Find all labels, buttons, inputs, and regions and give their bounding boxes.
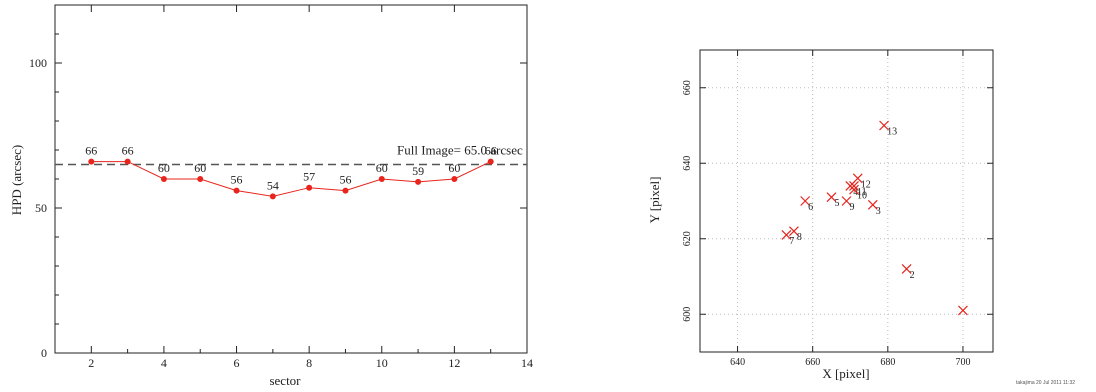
hpd-data-point — [197, 176, 204, 182]
right-x-tick-label: 700 — [955, 357, 970, 368]
left-y-tick-label: 0 — [41, 346, 47, 360]
scatter-point-label: 11 — [857, 187, 867, 198]
scatter-x-marker — [958, 305, 968, 316]
hpd-data-label: 56 — [339, 173, 351, 187]
hpd-data-point — [124, 158, 131, 165]
left-x-tick-label: 10 — [376, 356, 388, 370]
left-x-tick-label: 4 — [161, 356, 167, 370]
scatter-x-marker — [867, 199, 878, 210]
right-y-tick-label: 600 — [682, 307, 693, 322]
scatter-x-marker — [826, 192, 837, 203]
right-y-axis-label: Y [pixel] — [647, 177, 662, 224]
hpd-data-point — [378, 176, 385, 182]
hpd-data-label: 60 — [194, 161, 206, 175]
scatter-point-label: 2 — [910, 270, 915, 281]
hpd-data-point — [160, 176, 167, 182]
scatter-x-marker — [901, 264, 912, 274]
right-x-tick-label: 660 — [805, 357, 820, 368]
hpd-data-label: 56 — [231, 173, 243, 187]
left-y-tick-label: 50 — [35, 201, 47, 215]
scatter-point-label: 3 — [876, 206, 881, 217]
right-x-axis-label: X [pixel] — [822, 366, 869, 381]
right-plot-frame — [699, 49, 994, 353]
left-x-tick-label: 12 — [448, 356, 460, 370]
timestamp-credit: takajima 20 Jul 2011 11:32 — [1016, 380, 1076, 386]
hpd-data-point — [306, 184, 313, 191]
hpd-data-point — [487, 158, 494, 165]
right-y-tick-label: 620 — [682, 231, 693, 246]
hpd-data-point — [233, 187, 240, 194]
full-image-reference-label: Full Image= 65.0 arcsec — [397, 143, 523, 158]
scatter-x-marker — [852, 173, 863, 184]
scatter-point-label: 10 — [857, 191, 867, 202]
hpd-vs-sector-chart: 2 4 6 8 10 12 14 0 50 100 Full Image= 65.0 arcsec… — [9, 4, 533, 388]
left-y-axis-label: HPD (arcsec) — [9, 145, 24, 215]
left-x-tick-label: 8 — [306, 356, 312, 370]
hpd-data-label: 66 — [122, 144, 134, 158]
left-x-tick-label: 6 — [234, 356, 240, 370]
hpd-data-point — [88, 158, 95, 165]
hpd-data-label: 66 — [85, 144, 97, 158]
hpd-data-label: 54 — [267, 178, 279, 192]
hpd-data-point — [451, 176, 458, 182]
scatter-x-marker — [788, 226, 799, 237]
left-y-tick-label: 100 — [29, 56, 47, 70]
hpd-data-label: 60 — [376, 161, 388, 175]
hpd-data-label: 66 — [485, 144, 497, 158]
scatter-point-label: 13 — [887, 127, 897, 138]
scatter-x-marker — [800, 196, 811, 206]
hpd-data-label: 59 — [412, 164, 424, 178]
right-y-tick-label: 640 — [682, 156, 693, 171]
left-x-axis-label: sector — [269, 373, 301, 388]
left-x-tick-label: 2 — [88, 356, 94, 370]
hpd-data-label: 60 — [448, 161, 460, 175]
left-x-tick-label: 14 — [521, 356, 533, 370]
scatter-point-label: 5 — [834, 198, 839, 209]
scatter-point-label: 4 — [853, 187, 858, 198]
scatter-x-marker — [879, 120, 889, 131]
right-y-tick-label: 660 — [682, 80, 693, 95]
hpd-data-point — [342, 187, 349, 194]
scatter-point-label: 12 — [861, 179, 871, 190]
right-x-tick-label: 680 — [880, 357, 895, 368]
scatter-x-marker — [849, 184, 859, 195]
scatter-point-label: 8 — [797, 232, 802, 243]
hpd-series-line — [91, 161, 491, 197]
scatter-point-label: 9 — [850, 202, 855, 213]
scatter-x-marker — [849, 180, 859, 191]
scatter-point-label: 6 — [808, 202, 813, 213]
hpd-data-point — [269, 193, 276, 200]
hpd-data-label: 60 — [158, 161, 170, 175]
scatter-x-marker — [781, 230, 792, 240]
scatter-point-label: 7 — [789, 236, 794, 247]
hpd-data-label: 57 — [303, 170, 315, 184]
scatter-x-marker — [841, 196, 852, 206]
right-x-tick-label: 640 — [730, 357, 745, 368]
hpd-data-point — [415, 178, 422, 185]
